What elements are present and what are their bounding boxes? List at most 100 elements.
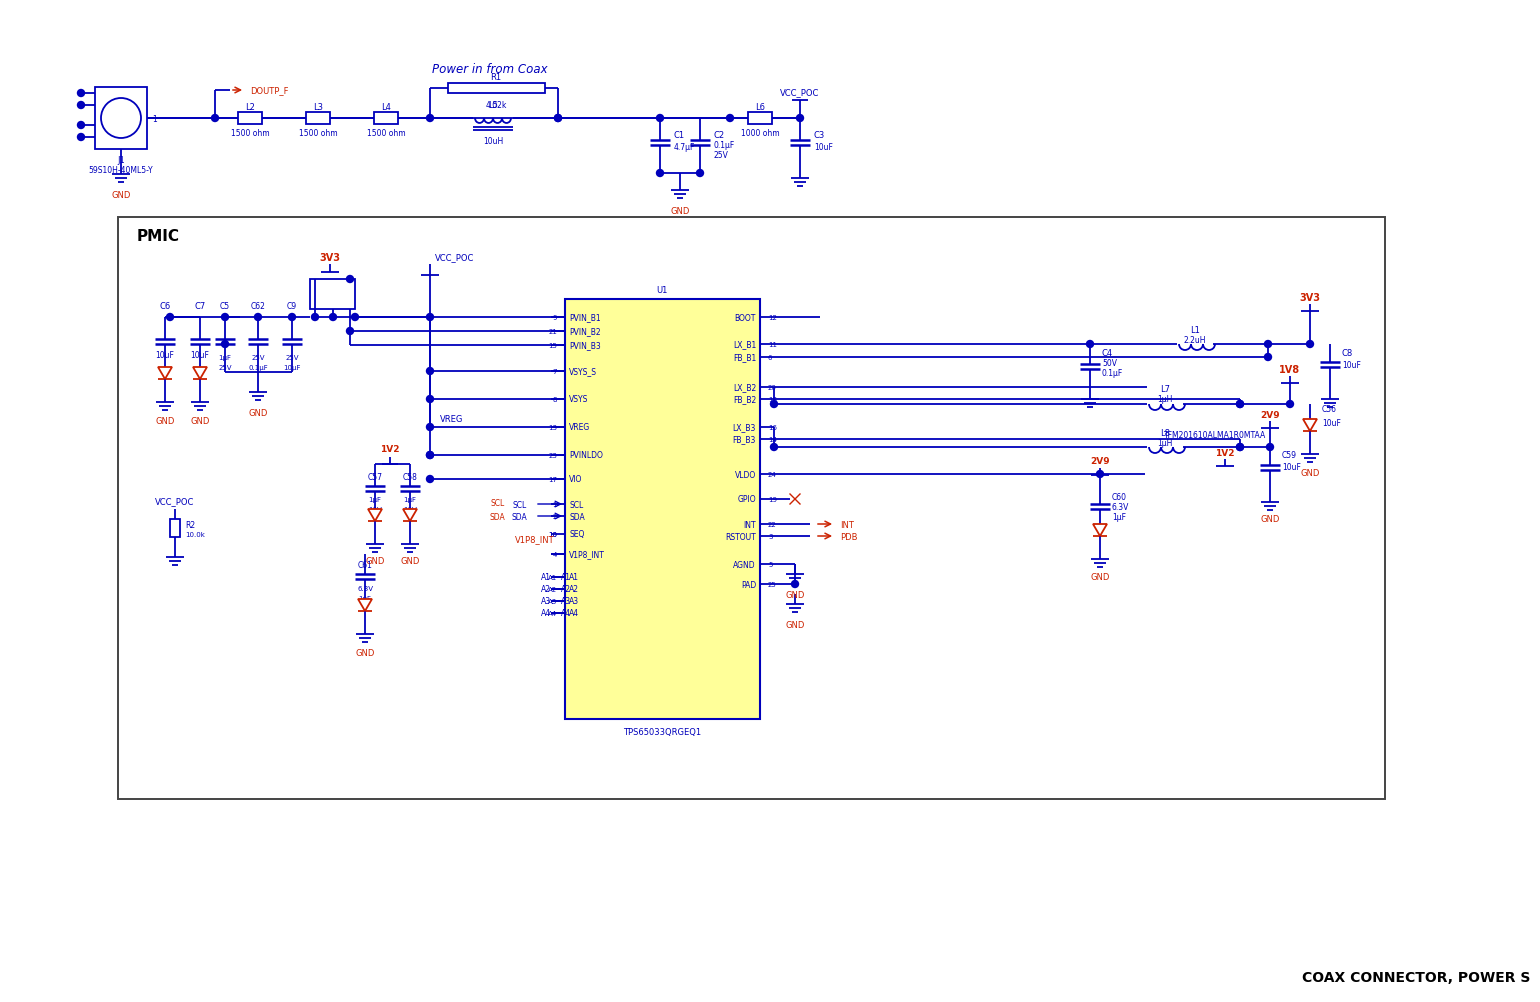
Bar xyxy=(95,88,146,150)
Text: C9: C9 xyxy=(286,302,297,311)
Text: 4.02k: 4.02k xyxy=(485,100,507,109)
Text: 23: 23 xyxy=(548,453,557,459)
Circle shape xyxy=(1237,401,1243,408)
Circle shape xyxy=(427,396,433,403)
Circle shape xyxy=(792,581,799,588)
Circle shape xyxy=(222,341,228,348)
Bar xyxy=(306,113,330,125)
Text: 4: 4 xyxy=(97,121,102,130)
Text: 10: 10 xyxy=(548,531,557,537)
Text: VIO: VIO xyxy=(568,475,582,484)
Text: 10uF: 10uF xyxy=(191,350,209,359)
Text: C3: C3 xyxy=(815,130,825,139)
Bar xyxy=(565,300,761,719)
Circle shape xyxy=(770,401,778,408)
Circle shape xyxy=(427,452,433,459)
Text: 0.1μF: 0.1μF xyxy=(248,365,268,371)
Text: SDA: SDA xyxy=(511,512,527,521)
Text: C1: C1 xyxy=(675,130,685,139)
Text: 3V3: 3V3 xyxy=(319,253,340,263)
Text: PVIN_B3: PVIN_B3 xyxy=(568,341,601,350)
Circle shape xyxy=(554,115,562,122)
Text: TFM201610ALMA1R0MTAA: TFM201610ALMA1R0MTAA xyxy=(1164,430,1266,439)
Circle shape xyxy=(427,476,433,483)
Text: 10: 10 xyxy=(548,531,557,537)
Text: C59: C59 xyxy=(1281,451,1297,460)
Circle shape xyxy=(102,99,142,139)
Text: 0.1μF: 0.1μF xyxy=(715,140,735,149)
Text: 6.3V: 6.3V xyxy=(357,585,373,591)
Text: 1500 ohm: 1500 ohm xyxy=(231,128,270,137)
Text: 3: 3 xyxy=(768,533,773,539)
Text: 4.7μF: 4.7μF xyxy=(675,142,696,151)
Text: 25V: 25V xyxy=(251,355,265,361)
Text: L4: L4 xyxy=(380,102,391,111)
Text: V1P8_INT: V1P8_INT xyxy=(568,550,605,559)
Text: 1μH: 1μH xyxy=(1158,395,1172,404)
Text: 15: 15 xyxy=(548,343,557,349)
Text: INT: INT xyxy=(744,520,756,529)
Text: VLDO: VLDO xyxy=(735,470,756,479)
Text: VREG: VREG xyxy=(440,415,464,424)
Text: 21: 21 xyxy=(548,329,557,335)
Text: 10uF: 10uF xyxy=(1281,463,1301,472)
Text: 1: 1 xyxy=(553,501,557,507)
Text: C5: C5 xyxy=(220,302,229,311)
Text: 25V: 25V xyxy=(219,365,231,371)
Text: L2: L2 xyxy=(245,102,256,111)
Text: 1μF: 1μF xyxy=(368,497,382,502)
Circle shape xyxy=(770,444,778,451)
Text: L7: L7 xyxy=(1160,385,1170,394)
Text: 25: 25 xyxy=(768,581,776,587)
Text: GPIO: GPIO xyxy=(738,495,756,504)
Text: A2: A2 xyxy=(541,585,551,594)
Circle shape xyxy=(77,122,85,129)
Text: 9: 9 xyxy=(553,315,557,321)
Text: L1: L1 xyxy=(1190,326,1200,334)
Text: SDA: SDA xyxy=(490,513,505,522)
Circle shape xyxy=(346,277,354,284)
Text: 10.0k: 10.0k xyxy=(185,531,205,537)
Bar xyxy=(448,84,545,94)
Circle shape xyxy=(254,315,262,322)
Text: 1000 ohm: 1000 ohm xyxy=(741,128,779,137)
Circle shape xyxy=(1087,341,1093,348)
Bar xyxy=(374,113,397,125)
Text: GND: GND xyxy=(191,417,209,426)
Circle shape xyxy=(727,115,733,122)
Circle shape xyxy=(77,134,85,141)
Text: C6: C6 xyxy=(159,302,171,311)
Text: 1500 ohm: 1500 ohm xyxy=(367,128,405,137)
Text: A4: A4 xyxy=(541,609,551,618)
Text: 5: 5 xyxy=(97,133,102,142)
Bar xyxy=(310,280,356,310)
Text: 10uF: 10uF xyxy=(156,350,174,359)
Text: 10uF: 10uF xyxy=(1321,418,1341,427)
Text: 1μF: 1μF xyxy=(219,355,231,361)
Circle shape xyxy=(656,170,664,177)
Text: PVINLDO: PVINLDO xyxy=(568,451,602,460)
Text: FB_B2: FB_B2 xyxy=(733,395,756,404)
Text: GND: GND xyxy=(156,417,174,426)
Circle shape xyxy=(166,315,174,322)
Text: DOUTP_F: DOUTP_F xyxy=(249,86,288,95)
Text: VCC_POC: VCC_POC xyxy=(156,497,194,506)
Text: GND: GND xyxy=(1300,468,1320,477)
Text: 50V: 50V xyxy=(1103,358,1116,367)
Text: 25V: 25V xyxy=(285,355,299,361)
Circle shape xyxy=(554,115,562,122)
Text: VSYS_S: VSYS_S xyxy=(568,367,598,376)
Text: C4: C4 xyxy=(1103,348,1113,357)
Text: A2: A2 xyxy=(561,585,571,594)
Text: A4: A4 xyxy=(561,609,571,618)
Text: L5: L5 xyxy=(488,100,497,109)
Circle shape xyxy=(1237,401,1243,408)
Text: A1: A1 xyxy=(561,573,571,582)
Polygon shape xyxy=(403,509,417,521)
Text: 4: 4 xyxy=(553,551,557,557)
Text: GND: GND xyxy=(365,557,385,566)
Text: 1: 1 xyxy=(152,114,157,123)
Text: 10V: 10V xyxy=(403,506,417,512)
Text: 6.3V: 6.3V xyxy=(1112,502,1129,511)
Text: 1500 ohm: 1500 ohm xyxy=(299,128,337,137)
